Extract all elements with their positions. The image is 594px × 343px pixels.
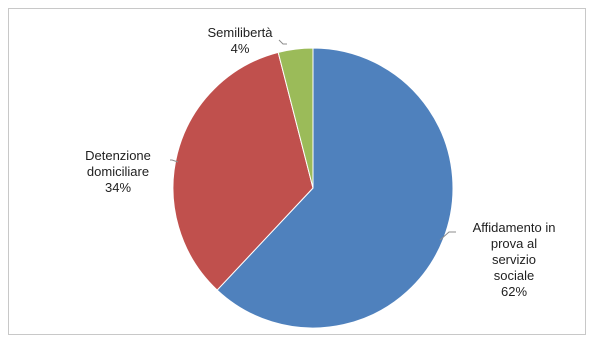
- data-label-1: Detenzione domiciliare 34%: [85, 148, 151, 195]
- data-label-line: prova al: [491, 236, 537, 251]
- leader-line-2: [278, 39, 287, 45]
- data-label-line: Semilibertà: [207, 25, 273, 40]
- data-label-0: Affidamento in prova al servizio sociale 62%: [473, 220, 556, 299]
- leader-line-0: [439, 231, 456, 241]
- data-label-line: Detenzione: [85, 148, 151, 163]
- pie-slices: [172, 47, 454, 329]
- data-label-value: 34%: [105, 180, 131, 195]
- pie-slice-0: [216, 47, 454, 329]
- pie-data-labels: Affidamento in prova al servizio sociale 62%…: [85, 25, 555, 299]
- data-label-value: 62%: [501, 284, 527, 299]
- data-label-line: sociale: [494, 268, 534, 283]
- data-label-line: Affidamento in: [473, 220, 556, 235]
- pie-slice-1: [172, 51, 314, 291]
- pie-slice-2: [277, 47, 314, 189]
- leader-line-1: [170, 159, 179, 163]
- data-label-value: 4%: [231, 41, 250, 56]
- data-label-line: domiciliare: [87, 164, 149, 179]
- data-label-line: servizio: [492, 252, 536, 267]
- data-label-2: Semilibertà 4%: [207, 25, 273, 56]
